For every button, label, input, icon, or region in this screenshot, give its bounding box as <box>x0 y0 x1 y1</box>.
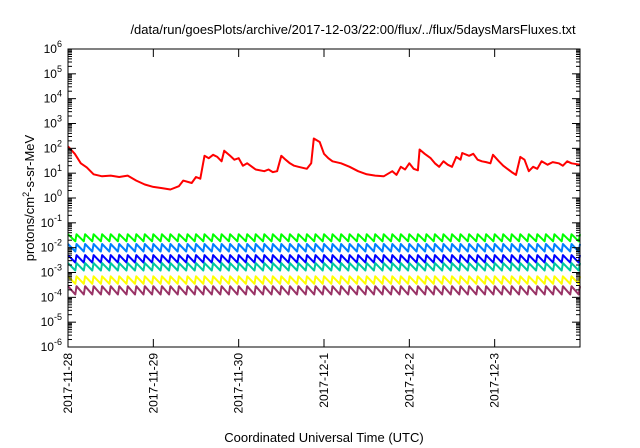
series-layer <box>67 137 581 296</box>
y-label-main: protons/cm <box>22 197 37 261</box>
x-tick-label: 2017-12-2 <box>402 353 416 408</box>
y-tick-label: 10-4 <box>41 287 62 304</box>
y-tick-label: 102 <box>44 138 62 155</box>
y-tick-label: 10-2 <box>41 238 62 255</box>
y-tick-label: 10-3 <box>41 263 62 280</box>
series-line-5 <box>67 262 581 272</box>
x-axis-label: Coordinated Universal Time (UTC) <box>224 430 423 445</box>
x-tick-label: 2017-12-1 <box>317 353 331 408</box>
x-tick-label: 2017-11-28 <box>61 353 75 414</box>
ticks-layer: 106 105 104 103 102 101 100 10-1 10-2 10-3 10-4 10-… <box>41 39 580 414</box>
y-tick-label: 106 <box>44 39 62 56</box>
plot-frame <box>67 48 581 348</box>
y-tick-label: 10-6 <box>41 337 62 354</box>
x-tick-label: 2017-11-30 <box>232 353 246 414</box>
series-line-4 <box>67 254 581 264</box>
y-label-sup: 2 <box>21 192 31 197</box>
series-line-1 <box>67 137 581 191</box>
y-tick-label: 103 <box>44 114 62 131</box>
series-line-2 <box>67 233 581 243</box>
y-axis-label: protons/cm2-s-sr-MeV <box>21 134 37 261</box>
y-tick-label: 101 <box>44 163 62 180</box>
series-line-3 <box>67 243 581 253</box>
x-tick-label: 2017-12-3 <box>488 353 502 408</box>
y-tick-label: 104 <box>44 89 62 106</box>
y-label-tail: -s-sr-MeV <box>22 134 37 191</box>
y-tick-label: 10-1 <box>41 213 62 230</box>
series-line-6 <box>67 275 581 285</box>
y-tick-label: 105 <box>44 64 62 81</box>
series-line-7 <box>67 285 581 296</box>
chart-title: /data/run/goesPlots/archive/2017-12-03/2… <box>130 22 576 37</box>
y-tick-label: 100 <box>44 188 62 205</box>
x-tick-label: 2017-11-29 <box>146 353 160 414</box>
y-tick-label: 10-5 <box>41 312 62 329</box>
